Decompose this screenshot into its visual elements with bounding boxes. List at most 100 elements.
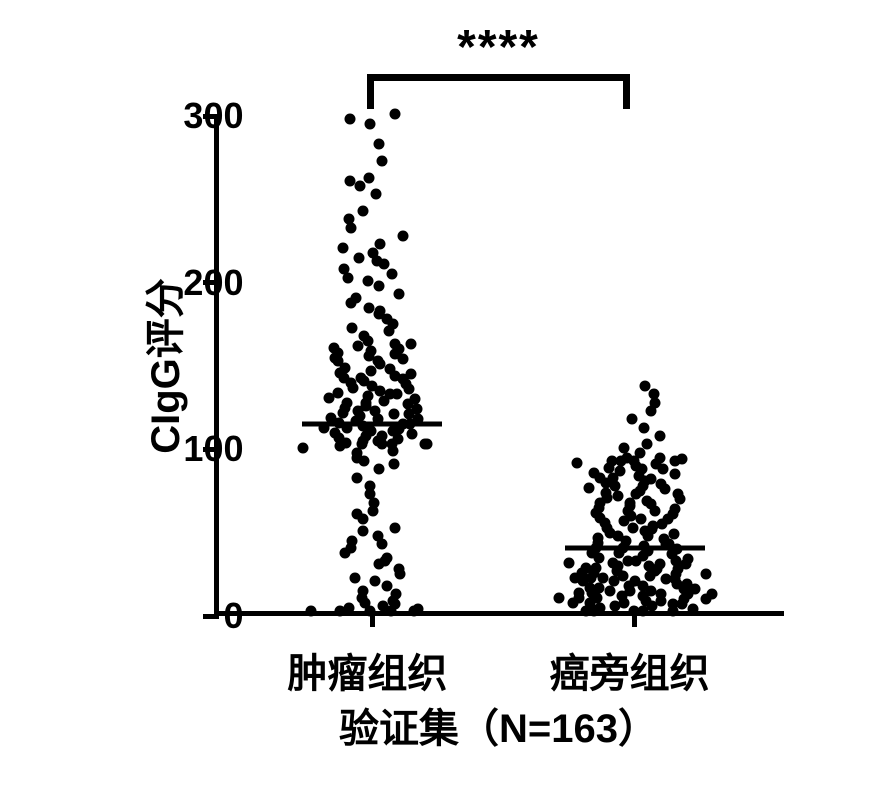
y-tick-label: 200	[183, 262, 243, 304]
data-point	[619, 442, 630, 453]
data-point	[621, 452, 632, 463]
data-point	[669, 469, 680, 480]
data-point	[389, 459, 400, 470]
data-point	[373, 464, 384, 475]
data-point	[391, 589, 402, 600]
data-point	[639, 381, 650, 392]
data-point	[405, 339, 416, 350]
data-point	[369, 406, 380, 417]
data-point	[412, 604, 423, 615]
data-point	[592, 532, 603, 543]
data-point	[382, 552, 393, 563]
data-point	[392, 389, 403, 400]
data-point	[407, 429, 418, 440]
data-point	[376, 156, 387, 167]
data-point	[352, 472, 363, 483]
data-point	[591, 562, 602, 573]
data-point	[373, 281, 384, 292]
x-category-label: 肿瘤组织	[287, 641, 447, 699]
data-point	[384, 364, 395, 375]
data-point	[339, 264, 350, 275]
data-point	[673, 489, 684, 500]
data-point	[346, 536, 357, 547]
data-point	[373, 531, 384, 542]
data-point	[381, 581, 392, 592]
data-point	[639, 422, 650, 433]
data-point	[377, 431, 388, 442]
plot-area	[214, 116, 784, 616]
significance-stars: ****	[457, 20, 540, 75]
data-point	[700, 569, 711, 580]
data-point	[363, 276, 374, 287]
data-point	[406, 369, 417, 380]
median-line	[565, 545, 705, 550]
scatter-chart: **** CIgG评分 验证集（N=163） 0100200300肿瘤组织癌旁组…	[54, 26, 834, 786]
data-point	[393, 289, 404, 300]
data-point	[357, 206, 368, 217]
data-point	[553, 592, 564, 603]
data-point	[298, 442, 309, 453]
data-point	[374, 306, 385, 317]
data-point	[584, 482, 595, 493]
y-tick-label: 300	[183, 95, 243, 137]
data-point	[357, 586, 368, 597]
data-point	[645, 474, 656, 485]
data-point	[588, 467, 599, 478]
data-point	[683, 554, 694, 565]
data-point	[338, 242, 349, 253]
data-point	[352, 509, 363, 520]
data-point	[670, 504, 681, 515]
data-point	[630, 576, 641, 587]
data-point	[654, 559, 665, 570]
data-point	[345, 114, 356, 125]
data-point	[574, 587, 585, 598]
data-point	[369, 576, 380, 587]
data-point	[656, 589, 667, 600]
data-point	[607, 557, 618, 568]
data-point	[593, 582, 604, 593]
data-point	[371, 189, 382, 200]
data-point	[373, 139, 384, 150]
data-point	[343, 602, 354, 613]
data-point	[329, 427, 340, 438]
data-point	[594, 602, 605, 613]
data-point	[654, 431, 665, 442]
data-point	[688, 604, 699, 615]
x-category-label: 癌旁组织	[550, 641, 710, 699]
data-point	[387, 269, 398, 280]
data-point	[636, 514, 647, 525]
data-point	[389, 409, 400, 420]
data-point	[342, 397, 353, 408]
data-point	[332, 387, 343, 398]
chart-subtitle: 验证集（N=163）	[339, 696, 658, 754]
data-point	[358, 331, 369, 342]
data-point	[350, 572, 361, 583]
median-line	[302, 422, 442, 427]
data-point	[390, 522, 401, 533]
data-point	[412, 404, 423, 415]
data-point	[363, 391, 374, 402]
data-point	[350, 292, 361, 303]
data-point	[676, 454, 687, 465]
data-point	[345, 176, 356, 187]
data-point	[628, 522, 639, 533]
data-point	[363, 172, 374, 183]
data-point	[394, 564, 405, 575]
significance-bracket	[367, 74, 629, 81]
data-point	[654, 452, 665, 463]
data-point	[364, 302, 375, 313]
data-point	[421, 439, 432, 450]
data-point	[354, 252, 365, 263]
data-point	[564, 557, 575, 568]
data-point	[347, 322, 358, 333]
data-point	[389, 109, 400, 120]
data-point	[614, 466, 625, 477]
data-point	[410, 394, 421, 405]
data-point	[355, 372, 366, 383]
y-tick-label: 100	[183, 428, 243, 470]
data-point	[329, 342, 340, 353]
data-point	[668, 529, 679, 540]
data-point	[641, 439, 652, 450]
data-point	[366, 346, 377, 357]
data-point	[655, 479, 666, 490]
